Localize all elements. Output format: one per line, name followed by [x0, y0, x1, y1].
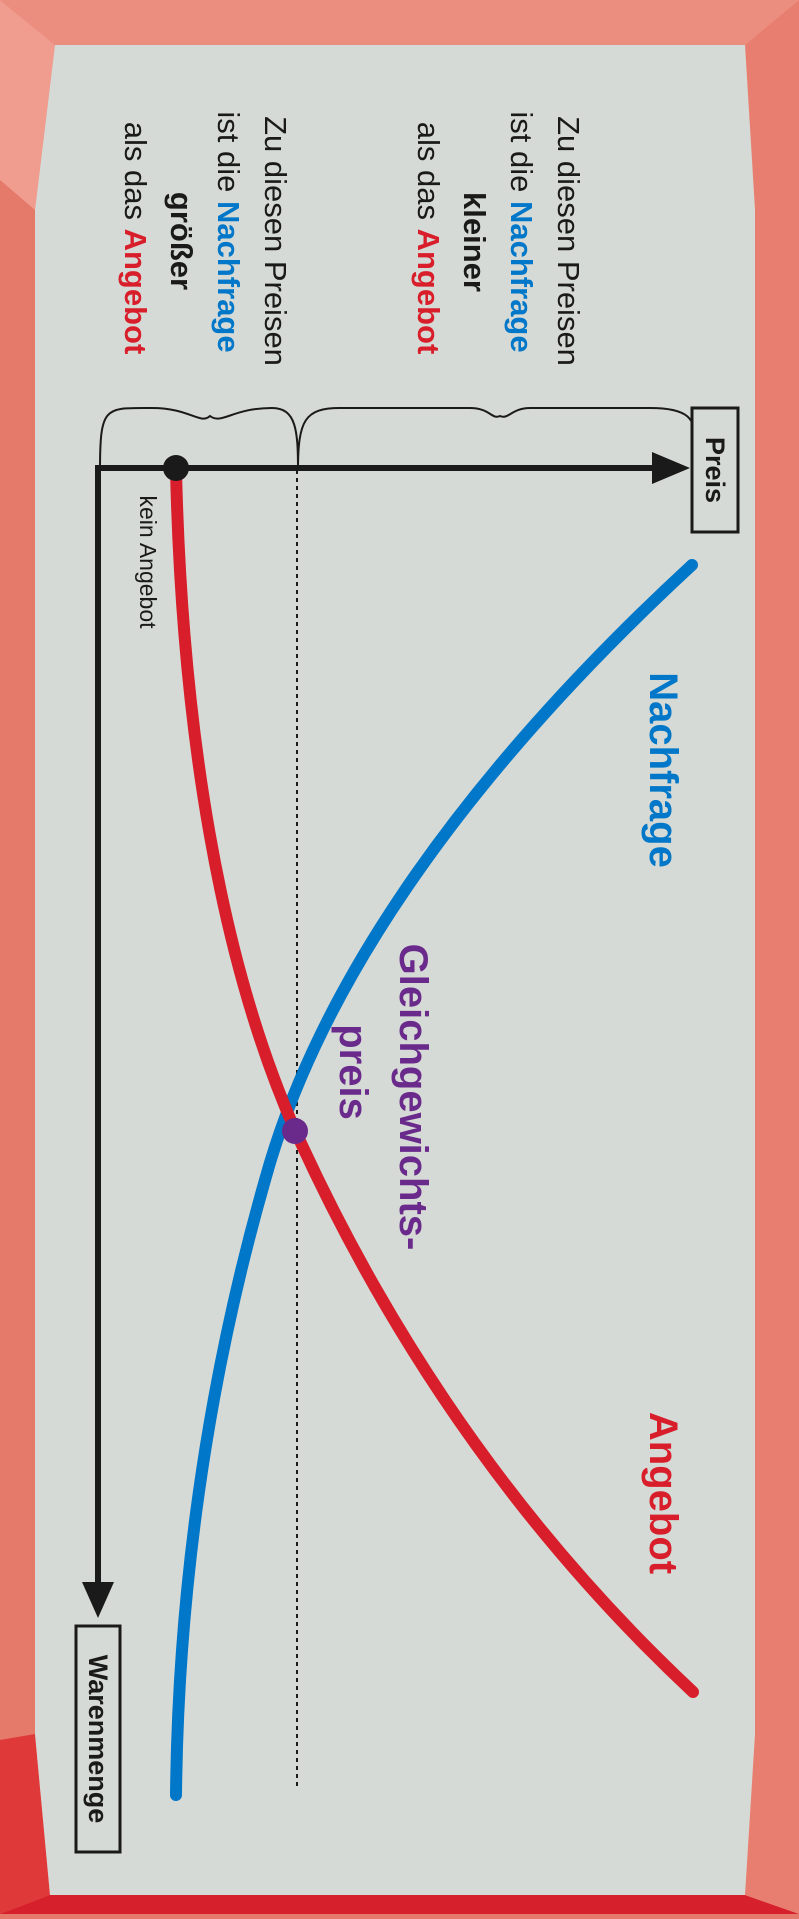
no-supply-label: kein Angebot — [135, 495, 161, 629]
region-low-line4: als das Angebot — [118, 122, 153, 355]
no-supply-point — [163, 455, 189, 481]
y-axis-arrow — [82, 1582, 114, 1618]
region-high-line1: Zu diesen Preisen — [551, 116, 586, 366]
region-high-supply-word: Angebot — [411, 229, 446, 355]
x-axis-label-box: Preis — [690, 406, 740, 534]
frame-right — [745, 0, 799, 1914]
region-low-line2: ist die Nachfrage — [211, 111, 246, 352]
axes — [82, 452, 690, 1618]
region-high-line4: als das Angebot — [411, 122, 446, 355]
frame-bottom-left — [0, 1734, 50, 1914]
y-axis-label-box: Warenmenge — [74, 1624, 122, 1854]
equilibrium-label-line1: Gleichgewichts- — [391, 944, 435, 1251]
frame-top-left — [0, 0, 55, 210]
region-low-line3: größer — [164, 192, 199, 290]
demand-curve — [170, 559, 698, 1801]
x-axis-label: Preis — [700, 437, 730, 503]
region-low-demand-word: Nachfrage — [211, 201, 246, 353]
demand-label: Nachfrage — [641, 672, 685, 868]
region-brace — [99, 406, 696, 471]
equilibrium-point — [282, 1118, 308, 1144]
frame-top — [0, 0, 799, 45]
region-high-line4-prefix: als das — [411, 122, 446, 229]
region-high-line2: ist die Nachfrage — [504, 111, 539, 352]
frame-bottom — [0, 1895, 799, 1914]
region-high-line3: kleiner — [457, 192, 492, 292]
region-low-text: Zu diesen Preisen ist die Nachfrage größ… — [118, 111, 293, 366]
region-low-line2-prefix: ist die — [211, 111, 246, 201]
region-low-line4-prefix: als das — [118, 122, 153, 229]
region-high-line2-prefix: ist die — [504, 111, 539, 201]
region-low-supply-word: Angebot — [118, 229, 153, 355]
equilibrium-label-line2: preis — [331, 1024, 375, 1120]
region-high-text: Zu diesen Preisen ist die Nachfrage klei… — [411, 111, 586, 366]
x-axis-arrow — [652, 452, 690, 484]
y-axis-label: Warenmenge — [83, 1655, 113, 1824]
diagram-panel — [35, 45, 755, 1895]
region-high-demand-word: Nachfrage — [504, 201, 539, 353]
region-low-line1: Zu diesen Preisen — [258, 116, 293, 366]
supply-label: Angebot — [641, 1412, 685, 1574]
